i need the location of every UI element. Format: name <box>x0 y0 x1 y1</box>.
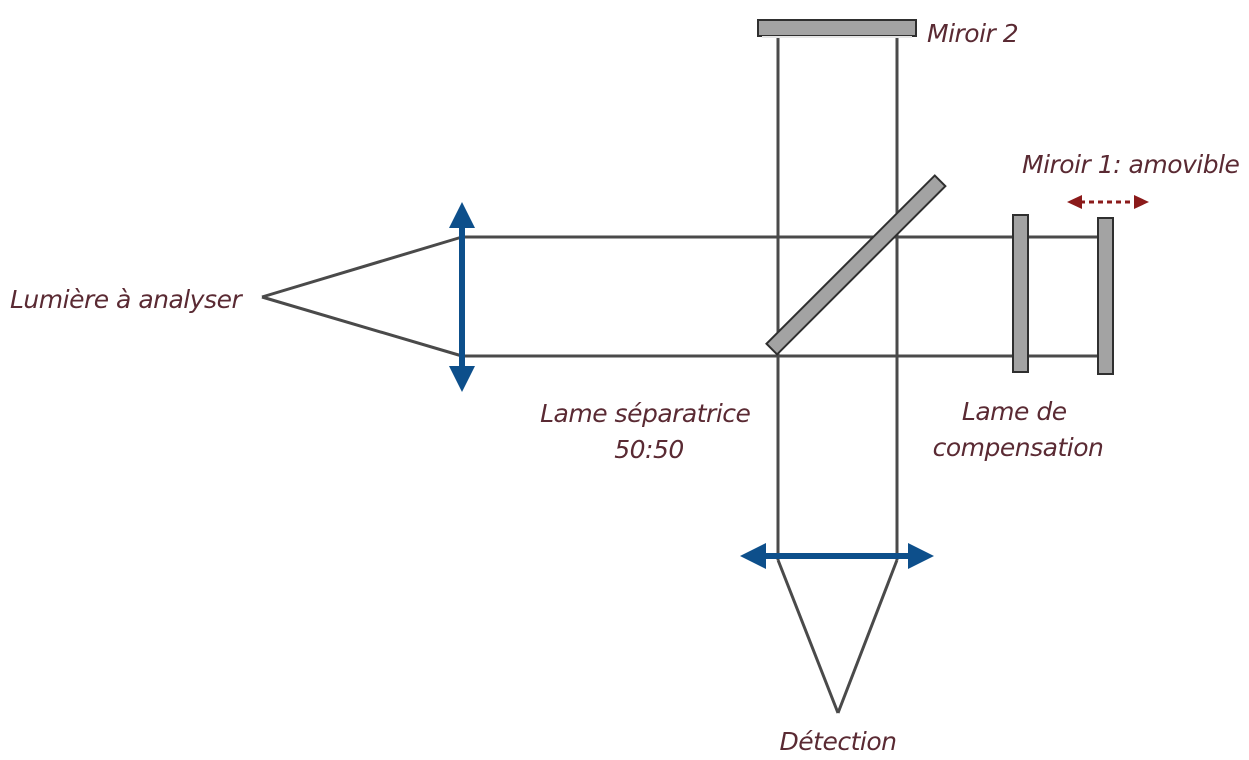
label-compensation-plate: Lame de compensation <box>933 397 1104 462</box>
label-compensation-line1: Lame de <box>962 397 1067 426</box>
label-beam-splitter: Lame séparatrice 50:50 <box>540 399 758 464</box>
source-ray-upper <box>261 235 463 299</box>
label-detection: Détection <box>780 727 897 756</box>
input-lens <box>449 202 475 392</box>
mirror-1-movement-arrow <box>1067 195 1149 209</box>
movement-arrowhead-left <box>1067 195 1082 209</box>
label-beam-splitter-line2: 50:50 <box>614 435 684 464</box>
label-mirror-1: Miroir 1: amovible <box>1022 150 1240 179</box>
input-lens-arrowhead-bottom <box>449 366 475 392</box>
output-lens-arrowhead-left <box>740 543 766 569</box>
movement-arrowhead-right <box>1134 195 1149 209</box>
detection-ray-left <box>776 559 840 714</box>
input-lens-arrowhead-top <box>449 202 475 228</box>
label-compensation-line2: compensation <box>933 433 1104 462</box>
mirror-2 <box>757 19 917 37</box>
light-beams <box>261 37 1100 714</box>
output-lens <box>740 543 934 569</box>
compensation-plate <box>1012 214 1029 373</box>
label-mirror-2: Miroir 2 <box>927 19 1018 48</box>
output-lens-arrowhead-right <box>908 543 934 569</box>
source-ray-lower <box>261 295 463 358</box>
label-source: Lumière à analyser <box>10 285 243 314</box>
label-beam-splitter-line1: Lame séparatrice <box>540 399 750 428</box>
mirror-1 <box>1097 217 1114 375</box>
beam-splitter <box>765 174 947 356</box>
detection-ray-right <box>836 559 899 714</box>
